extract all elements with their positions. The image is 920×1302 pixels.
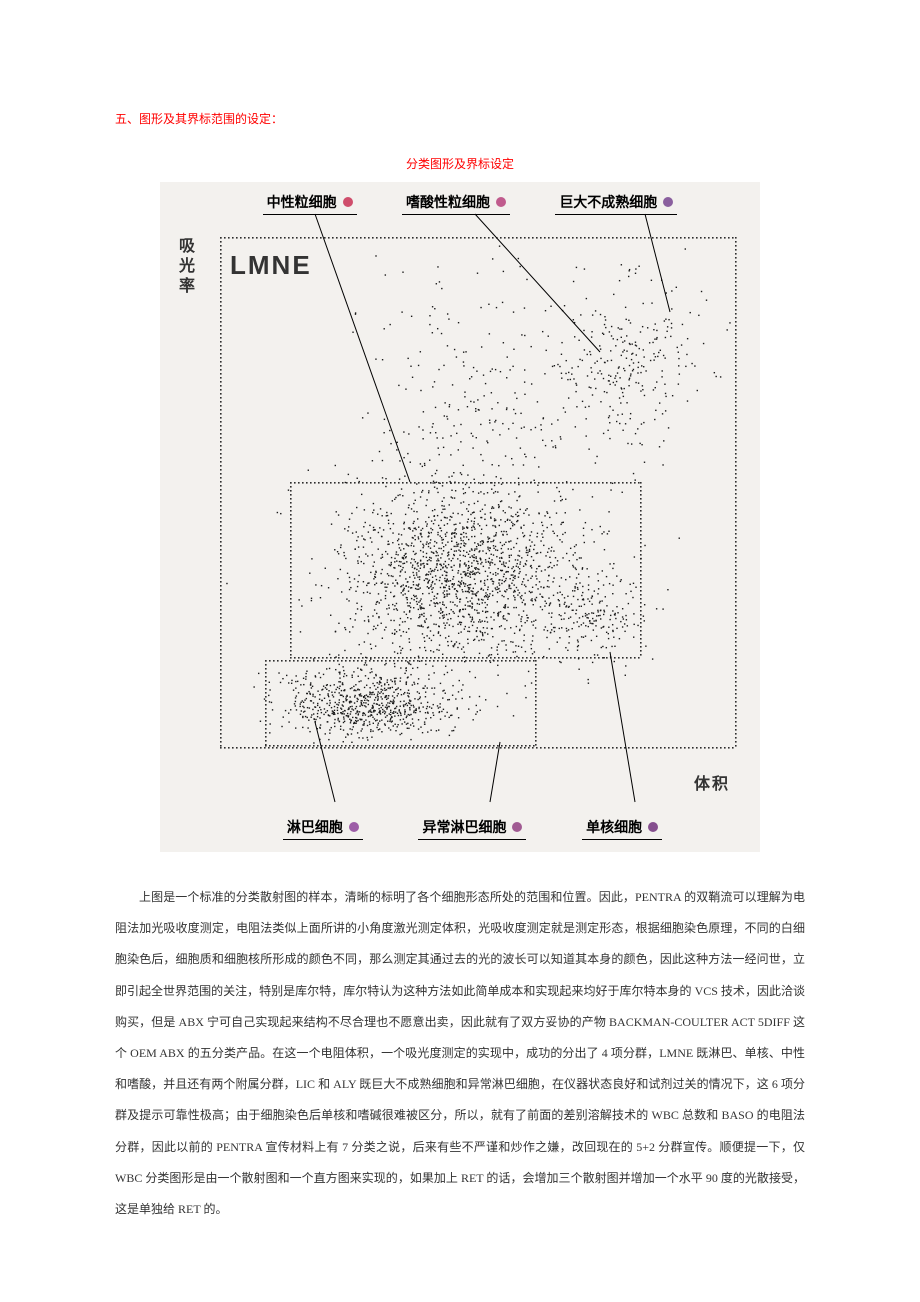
label-immature: 巨大不成熟细胞 bbox=[555, 192, 677, 215]
body-paragraph: 上图是一个标准的分类散射图的样本，清晰的标明了各个细胞形态所处的范围和位置。因此… bbox=[115, 882, 805, 1225]
y-axis-label: 吸光率 bbox=[172, 237, 196, 297]
label-immature-text: 巨大不成熟细胞 bbox=[559, 192, 657, 212]
cell-dot-icon bbox=[663, 197, 673, 207]
cell-dot-icon bbox=[496, 197, 506, 207]
label-lymphocyte: 淋巴细胞 bbox=[283, 817, 363, 840]
label-monocyte: 单核细胞 bbox=[582, 817, 662, 840]
label-lymphocyte-text: 淋巴细胞 bbox=[287, 817, 343, 837]
cell-dot-icon bbox=[343, 197, 353, 207]
label-monocyte-text: 单核细胞 bbox=[586, 817, 642, 837]
label-eosinophil: 嗜酸性粒细胞 bbox=[402, 192, 510, 215]
top-labels: 中性粒细胞 嗜酸性粒细胞 巨大不成熟细胞 bbox=[160, 192, 760, 215]
label-neutrophil: 中性粒细胞 bbox=[263, 192, 357, 215]
x-axis-label: 体积 bbox=[694, 770, 730, 794]
cell-dot-icon bbox=[349, 822, 359, 832]
chart-title: 分类图形及界标设定 bbox=[115, 155, 805, 172]
bottom-labels: 淋巴细胞 异常淋巴细胞 单核细胞 bbox=[160, 817, 760, 840]
lmne-label: LMNE bbox=[230, 250, 312, 281]
scatter-figure: 中性粒细胞 嗜酸性粒细胞 巨大不成熟细胞 吸光率 LMNE 体积 淋巴细胞 异常… bbox=[160, 182, 760, 852]
label-atypical-lymph: 异常淋巴细胞 bbox=[418, 817, 526, 840]
cell-dot-icon bbox=[648, 822, 658, 832]
section-heading: 五、图形及其界标范围的设定： bbox=[115, 110, 805, 127]
label-atypical-lymph-text: 异常淋巴细胞 bbox=[422, 817, 506, 837]
scatter-svg bbox=[160, 182, 760, 852]
cell-dot-icon bbox=[512, 822, 522, 832]
label-eosinophil-text: 嗜酸性粒细胞 bbox=[406, 192, 490, 212]
label-neutrophil-text: 中性粒细胞 bbox=[267, 192, 337, 212]
